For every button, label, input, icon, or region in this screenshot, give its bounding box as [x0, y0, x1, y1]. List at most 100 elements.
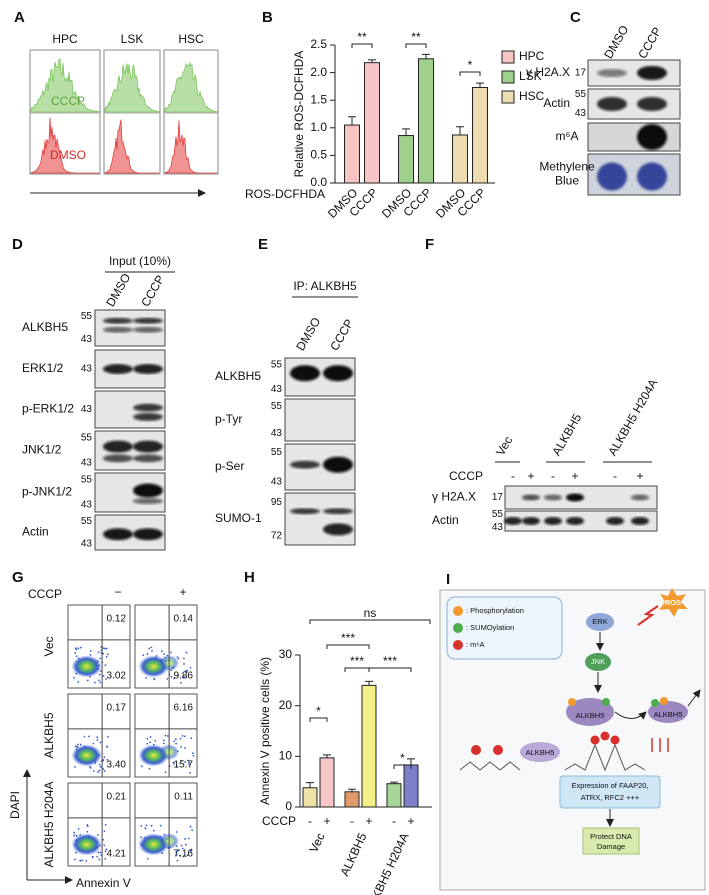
event-dot: [184, 670, 187, 672]
event-dot: [176, 859, 179, 862]
node-label: JNK: [591, 657, 605, 666]
mw-marker: 43: [575, 108, 587, 119]
event-dot: [173, 740, 176, 743]
event-dot: [175, 831, 178, 833]
band: [504, 517, 522, 525]
event-dot: [186, 669, 188, 672]
axis-label: ROS-DCFHDA: [245, 187, 325, 201]
event-dot: [166, 677, 169, 680]
band: [323, 365, 353, 382]
mw-marker: 95: [271, 497, 283, 508]
histogram-frame: [29, 49, 101, 175]
band: [290, 460, 320, 469]
band: [290, 365, 320, 382]
event-dot: [106, 758, 109, 761]
event-dot: [183, 735, 186, 738]
bar: [344, 791, 360, 808]
event-dot: [148, 647, 151, 650]
legend-icon: [453, 640, 463, 650]
row-label: ALKBH5: [22, 320, 68, 334]
event-dot: [89, 650, 92, 652]
significance-label: *: [468, 58, 473, 72]
bar: [472, 87, 488, 184]
node-label: ROS: [665, 598, 681, 607]
band: [290, 508, 320, 515]
blot: [587, 122, 681, 152]
mw-marker: 55: [575, 89, 587, 100]
significance-label: **: [411, 30, 421, 44]
treatment-label: DMSO: [50, 148, 86, 162]
event-dot: [179, 737, 182, 740]
error-bar: [323, 754, 331, 758]
y-tick-label: 0.5: [310, 148, 327, 162]
band: [544, 494, 562, 501]
band: [323, 456, 353, 473]
density: [71, 655, 102, 678]
error-bar: [476, 82, 484, 88]
quadrant-value: 3.40: [107, 760, 127, 771]
legend-label: HPC: [519, 49, 545, 63]
population-label: HPC: [52, 32, 78, 46]
event-dot: [146, 742, 149, 745]
event-dot: [98, 858, 101, 861]
mod-icon: [602, 698, 610, 706]
event-dot: [97, 679, 100, 682]
alkbh5-node: [520, 742, 560, 762]
significance-label: *: [316, 704, 321, 718]
row-label: CCCP: [449, 469, 483, 483]
event-dot: [188, 761, 191, 764]
population-label: LSK: [121, 32, 144, 46]
m6a-icon: [610, 735, 620, 745]
event-dot: [161, 650, 163, 653]
band: [544, 517, 562, 525]
event-dot: [85, 859, 88, 862]
column-label: −: [114, 585, 121, 599]
event-dot: [177, 657, 180, 660]
event-dot: [77, 827, 80, 830]
event-dot: [106, 746, 109, 748]
population-label: HSC: [178, 32, 204, 46]
event-dot: [163, 742, 165, 745]
mw-marker: 43: [271, 428, 283, 439]
event-dot: [105, 848, 108, 851]
quadrant-value: 6.16: [174, 703, 194, 714]
mw-marker: 55: [81, 475, 93, 486]
ros-burst: [659, 588, 688, 617]
band: [631, 494, 649, 501]
event-dot: [77, 681, 80, 683]
row-label: ALKBH5: [42, 712, 56, 758]
legend-icon: [453, 623, 463, 633]
band: [133, 528, 163, 541]
row-label: Methylene: [539, 160, 595, 174]
legend-text: : Phosphorylation: [466, 606, 524, 615]
histogram: [30, 58, 100, 113]
error-bar: [306, 782, 314, 788]
axis-label: Annexin V: [76, 876, 131, 890]
error-bar: [456, 126, 464, 135]
event-dot: [83, 735, 86, 738]
y-tick-label: 2.5: [310, 37, 327, 51]
row-label: Blue: [555, 174, 579, 188]
panel-letter: G: [12, 569, 24, 586]
mw-marker: 72: [271, 530, 283, 541]
jnk-node: [585, 653, 611, 671]
mw-marker: 43: [81, 538, 93, 549]
event-dot: [190, 737, 193, 740]
bar: [403, 764, 419, 808]
event-dot: [74, 652, 77, 654]
event-dot: [96, 739, 99, 741]
legend-icon: [453, 606, 463, 616]
event-dot: [103, 769, 106, 772]
y-tick-label: 0: [285, 799, 292, 813]
event-dot: [97, 851, 100, 854]
event-dot: [146, 737, 149, 740]
event-dot: [152, 829, 155, 832]
band: [637, 124, 667, 150]
event-dot: [97, 651, 100, 654]
event-dot: [92, 770, 95, 772]
event-dot: [189, 825, 192, 828]
y-tick-label: 1.0: [310, 120, 327, 134]
event-dot: [174, 738, 177, 741]
band: [103, 440, 133, 453]
bar: [302, 787, 318, 808]
